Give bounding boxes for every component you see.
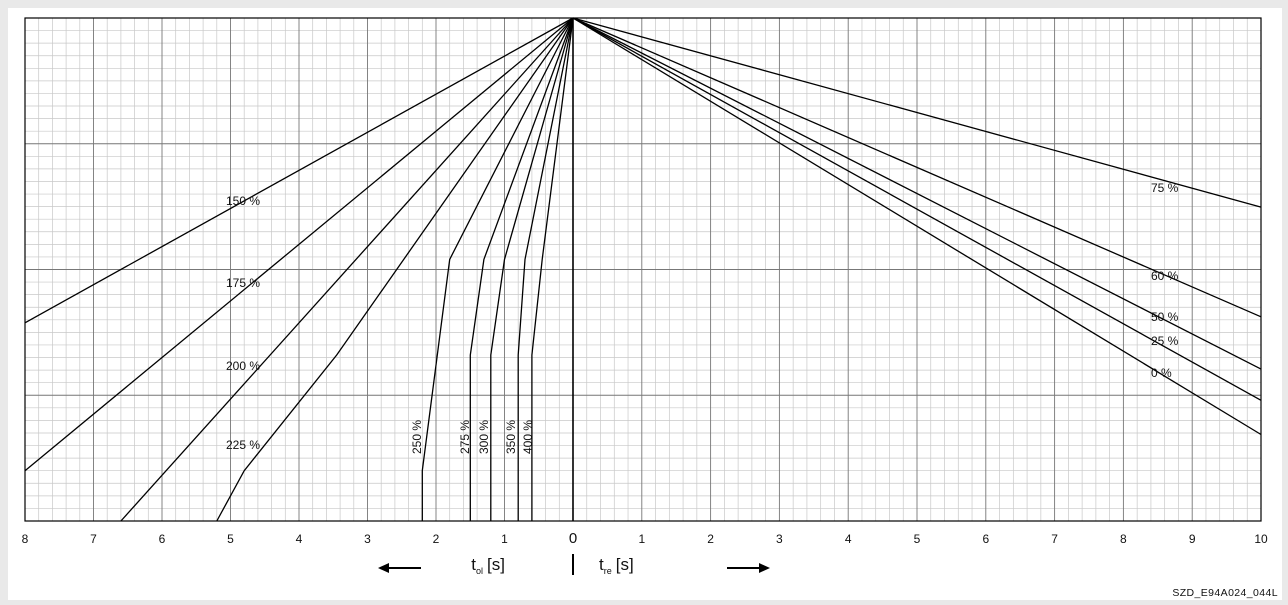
curve-label-60-percent: 60 %	[1151, 269, 1179, 283]
curve-label-0-percent: 0 %	[1151, 366, 1172, 380]
x-right-tick-label: 7	[1051, 532, 1058, 546]
x-right-tick-label: 1	[638, 532, 645, 546]
x-left-tick-label: 6	[159, 532, 166, 546]
left-arrow-icon	[378, 563, 389, 573]
overload-curve-400-percent	[531, 17, 574, 521]
overload-curve-350-percent	[517, 17, 574, 521]
x-right-subscript: re	[604, 566, 612, 576]
x-right-tick-label: 8	[1120, 532, 1127, 546]
x-right-tick-label: 3	[776, 532, 783, 546]
x-left-tick-label: 4	[296, 532, 303, 546]
curve-label-350-percent: 350 %	[504, 420, 518, 454]
overload-curve-300-percent	[490, 17, 574, 521]
x-left-tick-label: 2	[433, 532, 440, 546]
figure-id: SZD_E94A024_044L	[1172, 587, 1278, 599]
axis-titles: 0 tol [s] tre [s] SZD_E94A024_044L	[378, 530, 1278, 599]
recovery-curve-25-percent	[572, 17, 1262, 401]
recovery-curve-75-percent	[572, 17, 1262, 208]
x-left-tick-label: 5	[227, 532, 234, 546]
curve-label-400-percent: 400 %	[521, 420, 535, 454]
x-left-tick-label: 8	[22, 532, 29, 546]
x-left-title: tol [s]	[471, 555, 505, 576]
overload-recovery-chart: 150 %175 %200 %225 % 250 % 275 % 300 % 350 %…	[22, 17, 1278, 599]
recovery-curve-0-percent	[572, 17, 1262, 436]
curve-label-200-percent: 200 %	[226, 359, 260, 373]
x-left-tick-label: 1	[501, 532, 508, 546]
right-arrow-icon	[759, 563, 770, 573]
major-grid	[25, 18, 1261, 521]
overload-curve-275-percent	[469, 17, 574, 521]
curve-label-275-percent: 275 %	[458, 420, 472, 454]
curve-label-50-percent: 50 %	[1151, 310, 1179, 324]
curve-label-175-percent: 175 %	[226, 276, 260, 290]
overload-curve-200-percent	[120, 17, 574, 522]
curve-label-225-percent: 225 %	[226, 438, 260, 452]
curve-label-150-percent: 150 %	[226, 194, 260, 208]
overload-curve-175-percent	[24, 17, 574, 472]
x-left-tick-label: 7	[90, 532, 97, 546]
x-right-tick-label: 6	[982, 532, 989, 546]
overload-curve-150-percent	[24, 17, 574, 324]
curve-label-300-percent: 300 %	[477, 420, 491, 454]
tick-labels: 8 7 6 5 4 3 2 1 1 2 3 4 5 6 7 8 9 10	[22, 532, 1268, 546]
x-left-subscript: ol	[476, 566, 483, 576]
x-right-tick-label: 2	[707, 532, 714, 546]
overload-curve-225-percent	[216, 17, 574, 522]
center-zero-label: 0	[569, 530, 577, 547]
x-left-unit: [s]	[487, 555, 505, 574]
curve-label-25-percent: 25 %	[1151, 334, 1179, 348]
x-left-tick-label: 3	[364, 532, 371, 546]
curve-label-250-percent: 250 %	[410, 420, 424, 454]
recovery-curve-50-percent	[572, 17, 1262, 370]
curve-labels: 150 % 175 % 200 % 225 % 250 % 275 % 300 % 350 %…	[226, 181, 1179, 454]
x-right-tick-label: 10	[1254, 532, 1268, 546]
overload-curve-250-percent	[421, 17, 574, 521]
recovery-curve-60-percent	[572, 17, 1262, 318]
plot-frame	[24, 17, 1262, 522]
x-right-tick-label: 9	[1189, 532, 1196, 546]
x-right-tick-label: 4	[845, 532, 852, 546]
x-right-tick-label: 5	[914, 532, 921, 546]
chart-figure: 150 % 175 % 200 % 225 % 250 % 275 % 300 % 350 %…	[8, 8, 1282, 600]
x-right-title: tre [s]	[599, 555, 634, 576]
x-right-unit: [s]	[616, 555, 634, 574]
curves	[24, 17, 1262, 522]
curve-label-75-percent: 75 %	[1151, 181, 1179, 195]
